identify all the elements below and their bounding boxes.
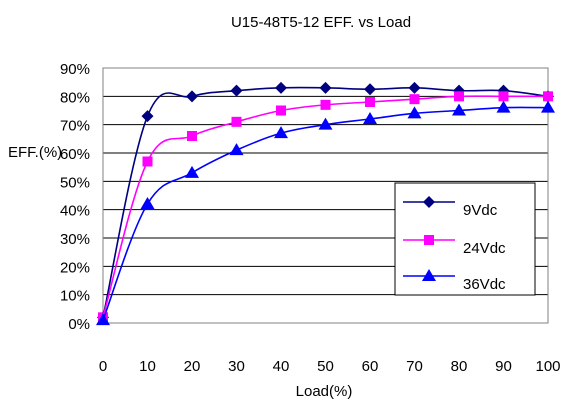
y-tick-label: 80% <box>60 89 90 106</box>
y-axis-label: EFF.(%) <box>8 144 62 161</box>
data-point <box>454 91 464 102</box>
data-point <box>276 105 286 116</box>
data-point <box>541 100 555 113</box>
data-point <box>408 81 421 94</box>
data-point <box>140 197 155 209</box>
data-point <box>187 131 197 141</box>
y-tick-label: 40% <box>60 203 90 220</box>
data-point <box>231 116 242 127</box>
data-point <box>498 91 509 102</box>
y-tick-label: 60% <box>60 146 90 163</box>
legend-item-36vdc: 36Vdc <box>403 269 506 293</box>
data-point <box>319 81 332 94</box>
legend-item-9vdc: 9Vdc <box>403 196 498 219</box>
y-tick-label: 10% <box>60 288 90 305</box>
plot-area <box>102 67 549 324</box>
data-point <box>229 143 244 156</box>
x-tick-label: 50 <box>317 358 334 375</box>
data-point <box>275 81 287 94</box>
data-point <box>452 103 466 116</box>
data-point <box>230 84 243 97</box>
legend-label: 36Vdc <box>463 276 506 293</box>
x-tick-label: 60 <box>362 358 379 375</box>
y-axis-ticks: 0% 10% 20% 30% 40% 50% 60% 70% 80% 90% <box>60 61 90 333</box>
legend-label: 24Vdc <box>463 240 506 257</box>
x-axis-label: Load(%) <box>296 383 353 400</box>
x-tick-label: 10 <box>139 358 156 375</box>
series-layer <box>96 81 555 326</box>
legend-marker <box>423 196 435 208</box>
x-tick-label: 40 <box>273 358 290 375</box>
y-tick-label: 0% <box>68 316 90 333</box>
data-point <box>496 100 511 113</box>
y-tick-label: 50% <box>60 174 90 191</box>
data-point <box>186 90 198 103</box>
x-tick-label: 20 <box>184 358 201 375</box>
data-point <box>407 106 422 119</box>
legend-item-24vdc: 24Vdc <box>403 235 506 257</box>
x-tick-label: 100 <box>535 358 560 375</box>
x-tick-label: 80 <box>451 358 468 375</box>
data-point <box>364 83 376 96</box>
y-tick-label: 90% <box>60 61 90 78</box>
x-tick-label: 90 <box>495 358 512 375</box>
y-tick-label: 20% <box>60 259 90 276</box>
data-point <box>96 313 110 326</box>
x-tick-label: 30 <box>228 358 245 375</box>
series-line <box>102 106 549 321</box>
legend-items: 9Vdc 24Vdc 36Vdc <box>403 196 506 293</box>
y-tick-label: 30% <box>60 231 90 248</box>
chart-title: U15-48T5-12 EFF. vs Load <box>231 14 411 31</box>
x-tick-label: 70 <box>406 358 423 375</box>
data-point <box>543 91 553 102</box>
data-point <box>365 97 375 107</box>
data-point <box>320 99 331 110</box>
legend-label: 9Vdc <box>463 202 498 219</box>
legend-marker <box>424 235 434 245</box>
series-line <box>102 95 548 318</box>
x-axis-ticks: 0 10 20 30 40 50 60 70 80 90 100 <box>99 358 561 375</box>
data-point <box>141 110 154 123</box>
series-36vdc <box>96 100 555 326</box>
data-point <box>409 94 420 105</box>
data-point <box>274 126 288 139</box>
data-point <box>363 112 377 124</box>
x-tick-label: 0 <box>99 358 107 375</box>
data-point <box>142 156 153 167</box>
y-tick-label: 70% <box>60 118 90 135</box>
legend: 9Vdc 24Vdc 36Vdc <box>394 182 536 296</box>
data-point <box>185 165 199 178</box>
data-point <box>318 117 333 130</box>
legend-marker <box>422 269 436 281</box>
